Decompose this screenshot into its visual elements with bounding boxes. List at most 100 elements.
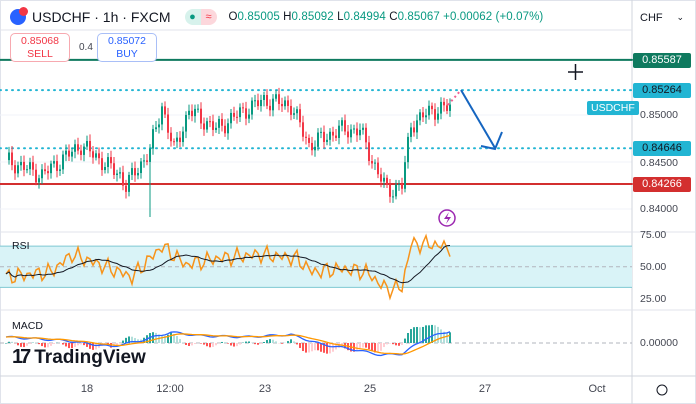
candle-body (89, 140, 91, 152)
candle-body (152, 129, 154, 149)
macd-histogram-bar (440, 329, 442, 343)
level-tag: 0.84266 (633, 177, 691, 192)
candle-body (338, 125, 340, 138)
candle-body (236, 116, 238, 118)
candle-body (32, 162, 34, 170)
macd-histogram-bar (359, 343, 361, 349)
macd-histogram-bar (47, 343, 49, 348)
candle-body (86, 140, 88, 147)
candle-body (122, 172, 124, 186)
macd-tick: 0.00000 (640, 337, 678, 349)
candle-body (134, 168, 136, 176)
candle-body (53, 161, 55, 164)
candle-body (77, 144, 79, 151)
macd-histogram-bar (293, 341, 295, 343)
candle-body (284, 100, 286, 107)
macd-histogram-bar (287, 341, 289, 343)
candle-body (26, 169, 28, 171)
candle-body (92, 151, 94, 158)
candle-body (359, 129, 361, 136)
macd-histogram-bar (92, 343, 94, 350)
candle-body (344, 120, 346, 132)
macd-histogram-bar (257, 343, 259, 345)
macd-histogram-bar (77, 343, 79, 346)
macd-histogram-bar (362, 343, 364, 348)
candle-body (47, 171, 49, 174)
candle-body (176, 137, 178, 142)
spread-value: 0.4 (79, 42, 93, 53)
macd-histogram-bar (5, 343, 7, 344)
candle-body (389, 184, 391, 197)
rsi-tick: 75.00 (640, 229, 667, 241)
level-tag: 0.85587 (633, 53, 691, 68)
macd-histogram-bar (422, 326, 424, 343)
candle-body (404, 162, 406, 189)
candle-body (164, 106, 166, 115)
candle-body (65, 150, 67, 155)
macd-histogram-bar (302, 343, 304, 352)
macd-histogram-bar (167, 334, 169, 343)
candle-body (299, 109, 301, 123)
macd-histogram-bar (317, 343, 319, 351)
sell-button[interactable]: 0.85068 SELL (10, 33, 70, 62)
settings-gear-icon[interactable] (656, 384, 668, 396)
rsi-line (5, 233, 451, 301)
candle-body (29, 162, 31, 170)
market-status[interactable]: ● ≈ (184, 9, 217, 25)
time-tick: 25 (363, 383, 377, 395)
candle-body (317, 132, 319, 147)
macd-histogram-bar (266, 340, 268, 343)
symbol-title[interactable]: USDCHF · 1h · FXCM (32, 9, 171, 25)
lightning-glyph (444, 212, 451, 224)
candle-body (143, 160, 145, 162)
tradingview-logo[interactable]: 17 TradingView (12, 346, 146, 368)
candle-body (332, 131, 334, 136)
candle-body (215, 127, 217, 130)
macd-histogram-bar (449, 332, 451, 343)
tv-logo-icon: 17 (12, 346, 31, 368)
macd-histogram-bar (404, 338, 406, 343)
candle-body (347, 131, 349, 138)
macd-histogram-bar (170, 332, 172, 343)
rsi-label[interactable]: RSI (12, 240, 30, 252)
chevron-down-icon: ⌄ (676, 12, 684, 22)
candle-body (110, 157, 112, 164)
macd-histogram-bar (53, 343, 55, 344)
currency-select[interactable]: ⌄ CHF (640, 12, 684, 24)
level-tag: 0.84646 (633, 141, 691, 156)
macd-histogram-bar (71, 343, 73, 349)
candle-body (401, 184, 403, 189)
macd-histogram-bar (248, 341, 250, 343)
macd-label[interactable]: MACD (12, 320, 43, 332)
candle-body (440, 101, 442, 114)
ohlc-values: O0.85005 H0.85092 L0.84994 C0.85067 +0.0… (228, 11, 544, 23)
buy-button[interactable]: 0.85072 BUY (97, 33, 157, 62)
candle-body (227, 123, 229, 134)
candle-body (341, 120, 343, 126)
delayed-data-icon: ≈ (200, 9, 217, 25)
candle-body (398, 184, 400, 186)
candle-body (443, 101, 445, 106)
candle-body (305, 136, 307, 138)
candle-body (260, 99, 262, 107)
candle-body (11, 152, 13, 166)
candle-body (248, 114, 250, 119)
macd-histogram-bar (164, 336, 166, 343)
macd-histogram-bar (23, 343, 25, 348)
candle-body (119, 172, 121, 174)
macd-histogram-bar (416, 326, 418, 343)
macd-histogram-bar (263, 341, 265, 343)
macd-histogram-bar (236, 343, 238, 347)
macd-histogram-bar (119, 343, 121, 344)
macd-histogram-bar (290, 339, 292, 343)
macd-histogram-bar (185, 343, 187, 345)
macd-histogram-bar (398, 343, 400, 346)
macd-histogram-bar (389, 343, 391, 344)
candle-body (428, 105, 430, 116)
candle-body (314, 146, 316, 151)
candle-body (95, 153, 97, 158)
macd-histogram-bar (329, 343, 331, 354)
candle-body (8, 152, 10, 161)
candle-body (191, 110, 193, 117)
